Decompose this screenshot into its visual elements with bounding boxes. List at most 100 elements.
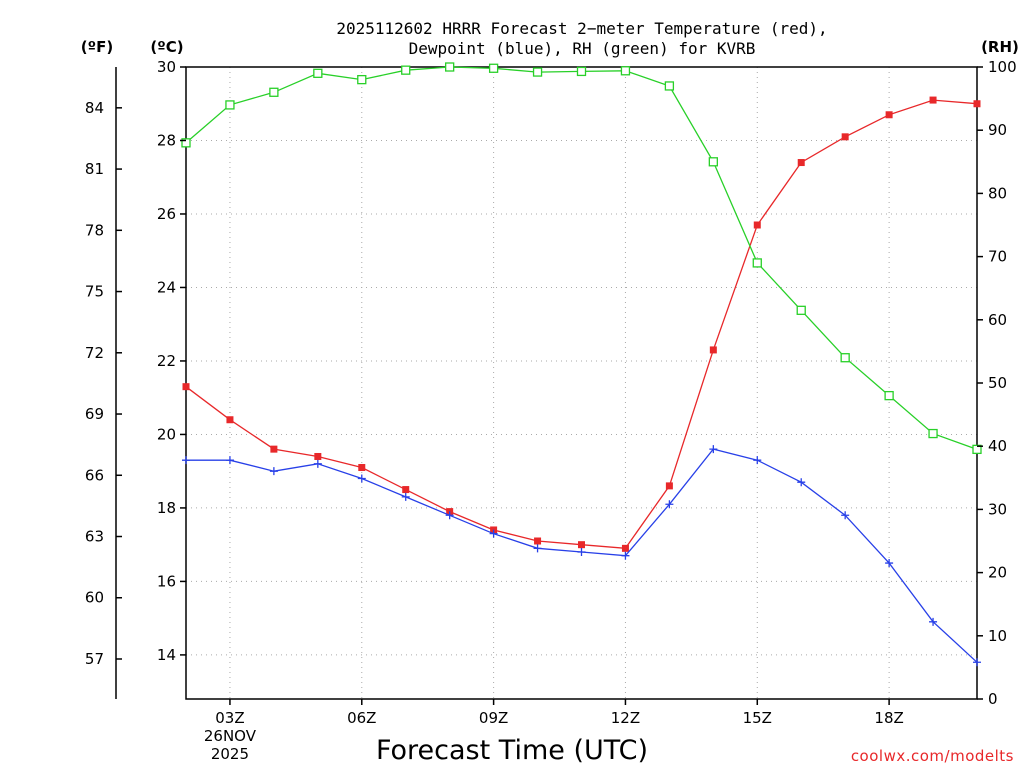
rh-point	[620, 66, 631, 76]
rh-point	[928, 428, 938, 439]
x-tick-label: 18Z	[874, 709, 903, 727]
rh-tick-label: 60	[988, 311, 1007, 329]
rh-unit-label: (RH)	[981, 38, 1019, 56]
rh-point	[269, 87, 279, 97]
temperature-point	[226, 416, 234, 424]
rh-point	[445, 62, 455, 72]
fahrenheit-tick-label: 78	[85, 221, 104, 239]
temperature-point	[578, 541, 585, 549]
dewpoint-point	[445, 511, 454, 520]
dewpoint-point	[489, 529, 498, 538]
tick-labels: 14 16 18 20 22 24 26 28 30 57 60 63 66 69 72 75 78 81 84 0 1…	[85, 58, 1017, 763]
temperature-point	[665, 482, 673, 490]
x-tick-label: 09Z	[479, 709, 508, 727]
fahrenheit-tick-label: 60	[85, 589, 104, 607]
temperature-point	[753, 221, 761, 229]
x-tick-label: 06Z	[347, 709, 376, 727]
plot-frame	[185, 66, 978, 700]
dewpoint-point	[401, 492, 410, 501]
celsius-unit-label: (ºC)	[150, 38, 183, 56]
rh-point	[313, 68, 323, 78]
rh-line	[185, 66, 978, 451]
temperature-point	[358, 464, 366, 472]
rh-point	[488, 63, 499, 73]
temperature-point	[709, 346, 717, 354]
rh-tick-label: 30	[988, 500, 1007, 518]
x-tick-label: 03Z	[215, 709, 244, 727]
rh-tick-label: 50	[988, 374, 1007, 392]
rh-point	[664, 81, 675, 91]
rh-tick-label: 0	[988, 690, 998, 708]
rh-point	[532, 67, 543, 77]
rh-point	[752, 258, 762, 268]
temperature-point	[182, 383, 190, 391]
fahrenheit-tick-label: 84	[85, 99, 104, 117]
dewpoint-point	[621, 551, 630, 560]
dewpoint-point	[577, 548, 586, 557]
rh-point	[840, 353, 850, 363]
rh-tick-label: 20	[988, 564, 1007, 582]
rh-tick-label: 100	[988, 58, 1017, 76]
temperature-point	[885, 111, 893, 119]
rh-point	[181, 138, 191, 148]
chart-title-line-1: 2025112602 HRRR Forecast 2−meter Tempera…	[336, 19, 827, 38]
celsius-tick-label: 18	[157, 499, 176, 517]
rh-tick-label: 90	[988, 121, 1007, 139]
temperature-point	[621, 544, 629, 552]
dewpoint-point	[929, 617, 938, 626]
dewpoint-point	[885, 559, 894, 568]
dewpoint-point	[357, 474, 366, 483]
dewpoint-point	[973, 658, 981, 667]
rh-point	[576, 66, 587, 77]
chart-title-line-2: Dewpoint (blue), RH (green) for KVRB	[409, 39, 756, 58]
celsius-tick-label: 24	[157, 278, 176, 296]
rh-point	[357, 74, 367, 85]
fahrenheit-tick-label: 57	[85, 650, 104, 668]
dewpoint-point	[225, 456, 234, 465]
temperature-point	[841, 133, 849, 141]
credit-label: coolwx.com/modelts	[851, 747, 1014, 765]
dewpoint-point	[533, 544, 542, 553]
rh-point	[884, 390, 894, 401]
dewpoint-point	[269, 467, 278, 476]
temperature-point	[402, 486, 410, 494]
x-date-label: 26NOV	[204, 727, 257, 745]
axes	[115, 66, 978, 700]
fahrenheit-tick-label: 63	[85, 528, 104, 546]
rh-point	[796, 305, 806, 315]
celsius-tick-label: 16	[157, 572, 176, 590]
dewpoint-point	[313, 459, 322, 468]
rh-tick-label: 80	[988, 184, 1007, 202]
celsius-tick-label: 28	[157, 131, 176, 149]
temperature-line	[185, 99, 978, 549]
temperature-point	[314, 452, 322, 460]
temperature-point	[270, 445, 278, 453]
fahrenheit-tick-label: 75	[85, 283, 104, 301]
dewpoint-point	[665, 500, 674, 509]
rh-point	[972, 444, 982, 455]
temperature-point	[797, 159, 805, 167]
celsius-tick-label: 14	[157, 646, 176, 664]
x-axis-label: Forecast Time (UTC)	[376, 735, 648, 766]
fahrenheit-tick-label: 81	[85, 160, 104, 178]
temperature-point	[973, 100, 981, 108]
temperature-point	[929, 96, 937, 104]
rh-tick-label: 10	[988, 627, 1007, 645]
celsius-tick-label: 20	[157, 425, 176, 443]
celsius-tick-label: 22	[157, 352, 176, 370]
fahrenheit-unit-label: (ºF)	[81, 38, 113, 56]
rh-point	[401, 65, 411, 75]
rh-tick-label: 40	[988, 437, 1007, 455]
rh-tick-label: 70	[988, 248, 1007, 266]
x-tick-label: 15Z	[743, 709, 772, 727]
x-tick-label: 12Z	[611, 709, 640, 727]
series	[181, 62, 982, 667]
x-year-label: 2025	[211, 745, 249, 763]
fahrenheit-tick-label: 69	[85, 405, 104, 423]
dewpoint-point	[182, 456, 190, 465]
fahrenheit-tick-label: 66	[85, 466, 104, 484]
fahrenheit-tick-label: 72	[85, 344, 104, 362]
celsius-tick-label: 26	[157, 205, 176, 223]
celsius-tick-label: 30	[157, 58, 176, 76]
